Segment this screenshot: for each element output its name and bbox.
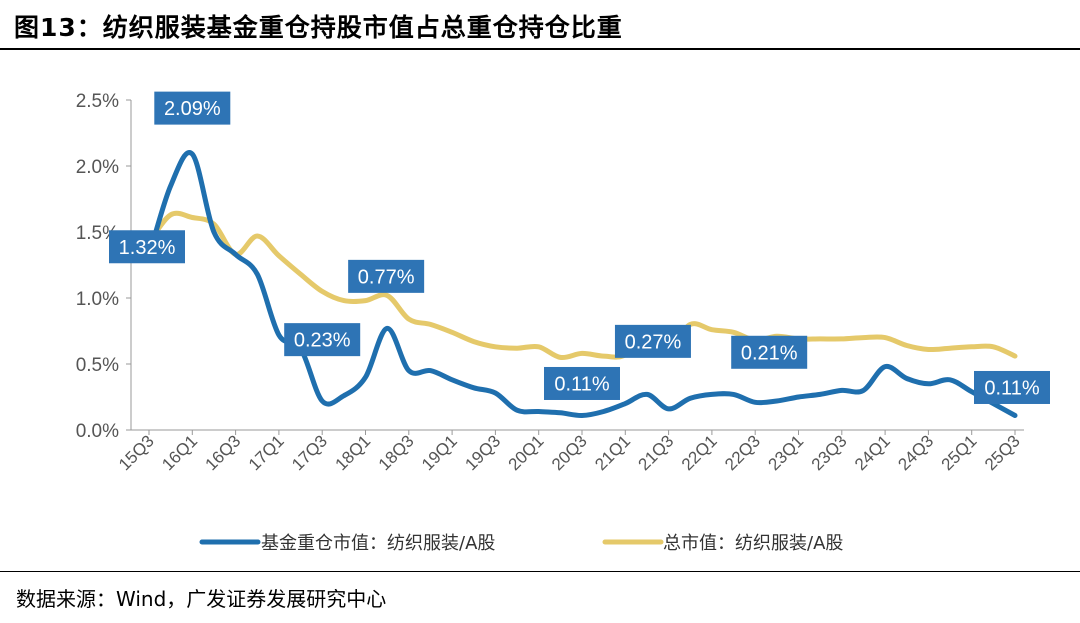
x-tick-label: 17Q3 bbox=[288, 431, 331, 474]
y-tick-label: 2.0% bbox=[76, 157, 119, 178]
x-tick-label: 20Q3 bbox=[548, 431, 591, 474]
x-tick-label: 25Q3 bbox=[981, 431, 1024, 474]
chart-title: 图13：纺织服装基金重仓持股市值占总重仓持仓比重 bbox=[14, 13, 623, 42]
data-callout-box bbox=[109, 230, 185, 264]
x-tick-label: 23Q3 bbox=[808, 431, 851, 474]
y-tick-label: 1.0% bbox=[76, 289, 119, 310]
x-tick-label: 15Q3 bbox=[115, 431, 158, 474]
x-tick-label: 25Q1 bbox=[938, 431, 981, 474]
legend-label: 总市值：纺织服装/A股 bbox=[663, 533, 843, 554]
x-tick-label: 19Q1 bbox=[418, 431, 461, 474]
data-callout: 2.09% bbox=[154, 91, 231, 125]
legend-label: 基金重仓市值：纺织服装/A股 bbox=[261, 533, 495, 554]
data-callout-label: 0.27% bbox=[625, 331, 682, 353]
y-tick-label: 2.5% bbox=[76, 91, 119, 112]
x-tick-label: 22Q3 bbox=[721, 431, 764, 474]
data-callout: 0.27% bbox=[614, 324, 691, 358]
data-callout: 0.11% bbox=[544, 366, 620, 400]
data-callout-label: 2.09% bbox=[164, 98, 221, 120]
data-callout: 0.23% bbox=[284, 323, 361, 357]
x-tick-label: 21Q3 bbox=[635, 431, 678, 474]
callout-layer: 2.09% 1.32% 0.23% 0.77% 0.11% 0.27% 0.21% 0.11% bbox=[109, 91, 1050, 404]
data-callout-label: 0.23% bbox=[294, 330, 351, 352]
y-tick-label: 1.5% bbox=[76, 223, 119, 244]
x-tick-label: 22Q1 bbox=[678, 431, 721, 474]
legend: 基金重仓市值：纺织服装/A股 总市值：纺织服装/A股 bbox=[199, 533, 843, 554]
y-axis: 0.0% 0.5% 1.0% 1.5% 2.0% 2.5% bbox=[76, 91, 132, 442]
data-callout-box bbox=[544, 366, 620, 400]
x-tick-label: 24Q1 bbox=[851, 431, 894, 474]
x-tick-label: 23Q1 bbox=[764, 431, 807, 474]
data-callout: 1.32% bbox=[109, 230, 185, 264]
data-callout-label: 1.32% bbox=[119, 237, 176, 259]
footer-rule bbox=[0, 571, 1080, 572]
data-callout-label: 0.21% bbox=[741, 342, 798, 364]
x-tick-label: 21Q1 bbox=[591, 431, 634, 474]
line-chart: 0.0%0.5%1.0%1.5%2.0%2.5% 15Q3 16Q1 16Q3 17Q… bbox=[76, 91, 1050, 554]
data-callout-label: 0.11% bbox=[554, 373, 609, 395]
data-callout: 0.21% bbox=[731, 335, 808, 369]
data-callout-box bbox=[154, 91, 231, 125]
data-callout-box bbox=[614, 324, 691, 358]
x-tick-label: 16Q3 bbox=[202, 431, 245, 474]
legend-item-total-market-cap: 总市值：纺织服装/A股 bbox=[602, 533, 843, 554]
title-rule bbox=[0, 48, 1080, 50]
x-axis: 15Q3 16Q1 16Q3 17Q1 17Q3 18Q1 18Q3 19Q1 19Q3 20Q1… bbox=[115, 429, 1024, 474]
y-tick-label: 0.5% bbox=[76, 355, 119, 376]
x-tick-label: 24Q3 bbox=[894, 431, 937, 474]
data-callout-label: 0.11% bbox=[984, 377, 1039, 399]
data-callout: 0.11% bbox=[974, 370, 1050, 404]
data-callout-box bbox=[348, 259, 425, 293]
data-callout: 0.77% bbox=[348, 259, 425, 293]
x-tick-label: 18Q3 bbox=[375, 431, 418, 474]
data-callout-box bbox=[284, 323, 361, 357]
legend-item-fund-holdings: 基金重仓市值：纺织服装/A股 bbox=[199, 533, 495, 554]
data-callout-label: 0.77% bbox=[358, 266, 415, 288]
series-line-total-market-cap bbox=[146, 210, 1018, 361]
data-callout-box bbox=[731, 335, 808, 369]
x-tick-label: 20Q1 bbox=[505, 431, 548, 474]
x-tick-label: 16Q1 bbox=[158, 431, 201, 474]
data-callout-box bbox=[974, 370, 1050, 404]
x-tick-label: 19Q3 bbox=[461, 431, 504, 474]
x-tick-label: 17Q1 bbox=[245, 431, 288, 474]
y-tick-label: 0.0% bbox=[76, 421, 119, 442]
data-source: 数据来源：Wind，广发证券发展研究中心 bbox=[16, 587, 387, 611]
x-tick-label: 18Q1 bbox=[331, 431, 374, 474]
